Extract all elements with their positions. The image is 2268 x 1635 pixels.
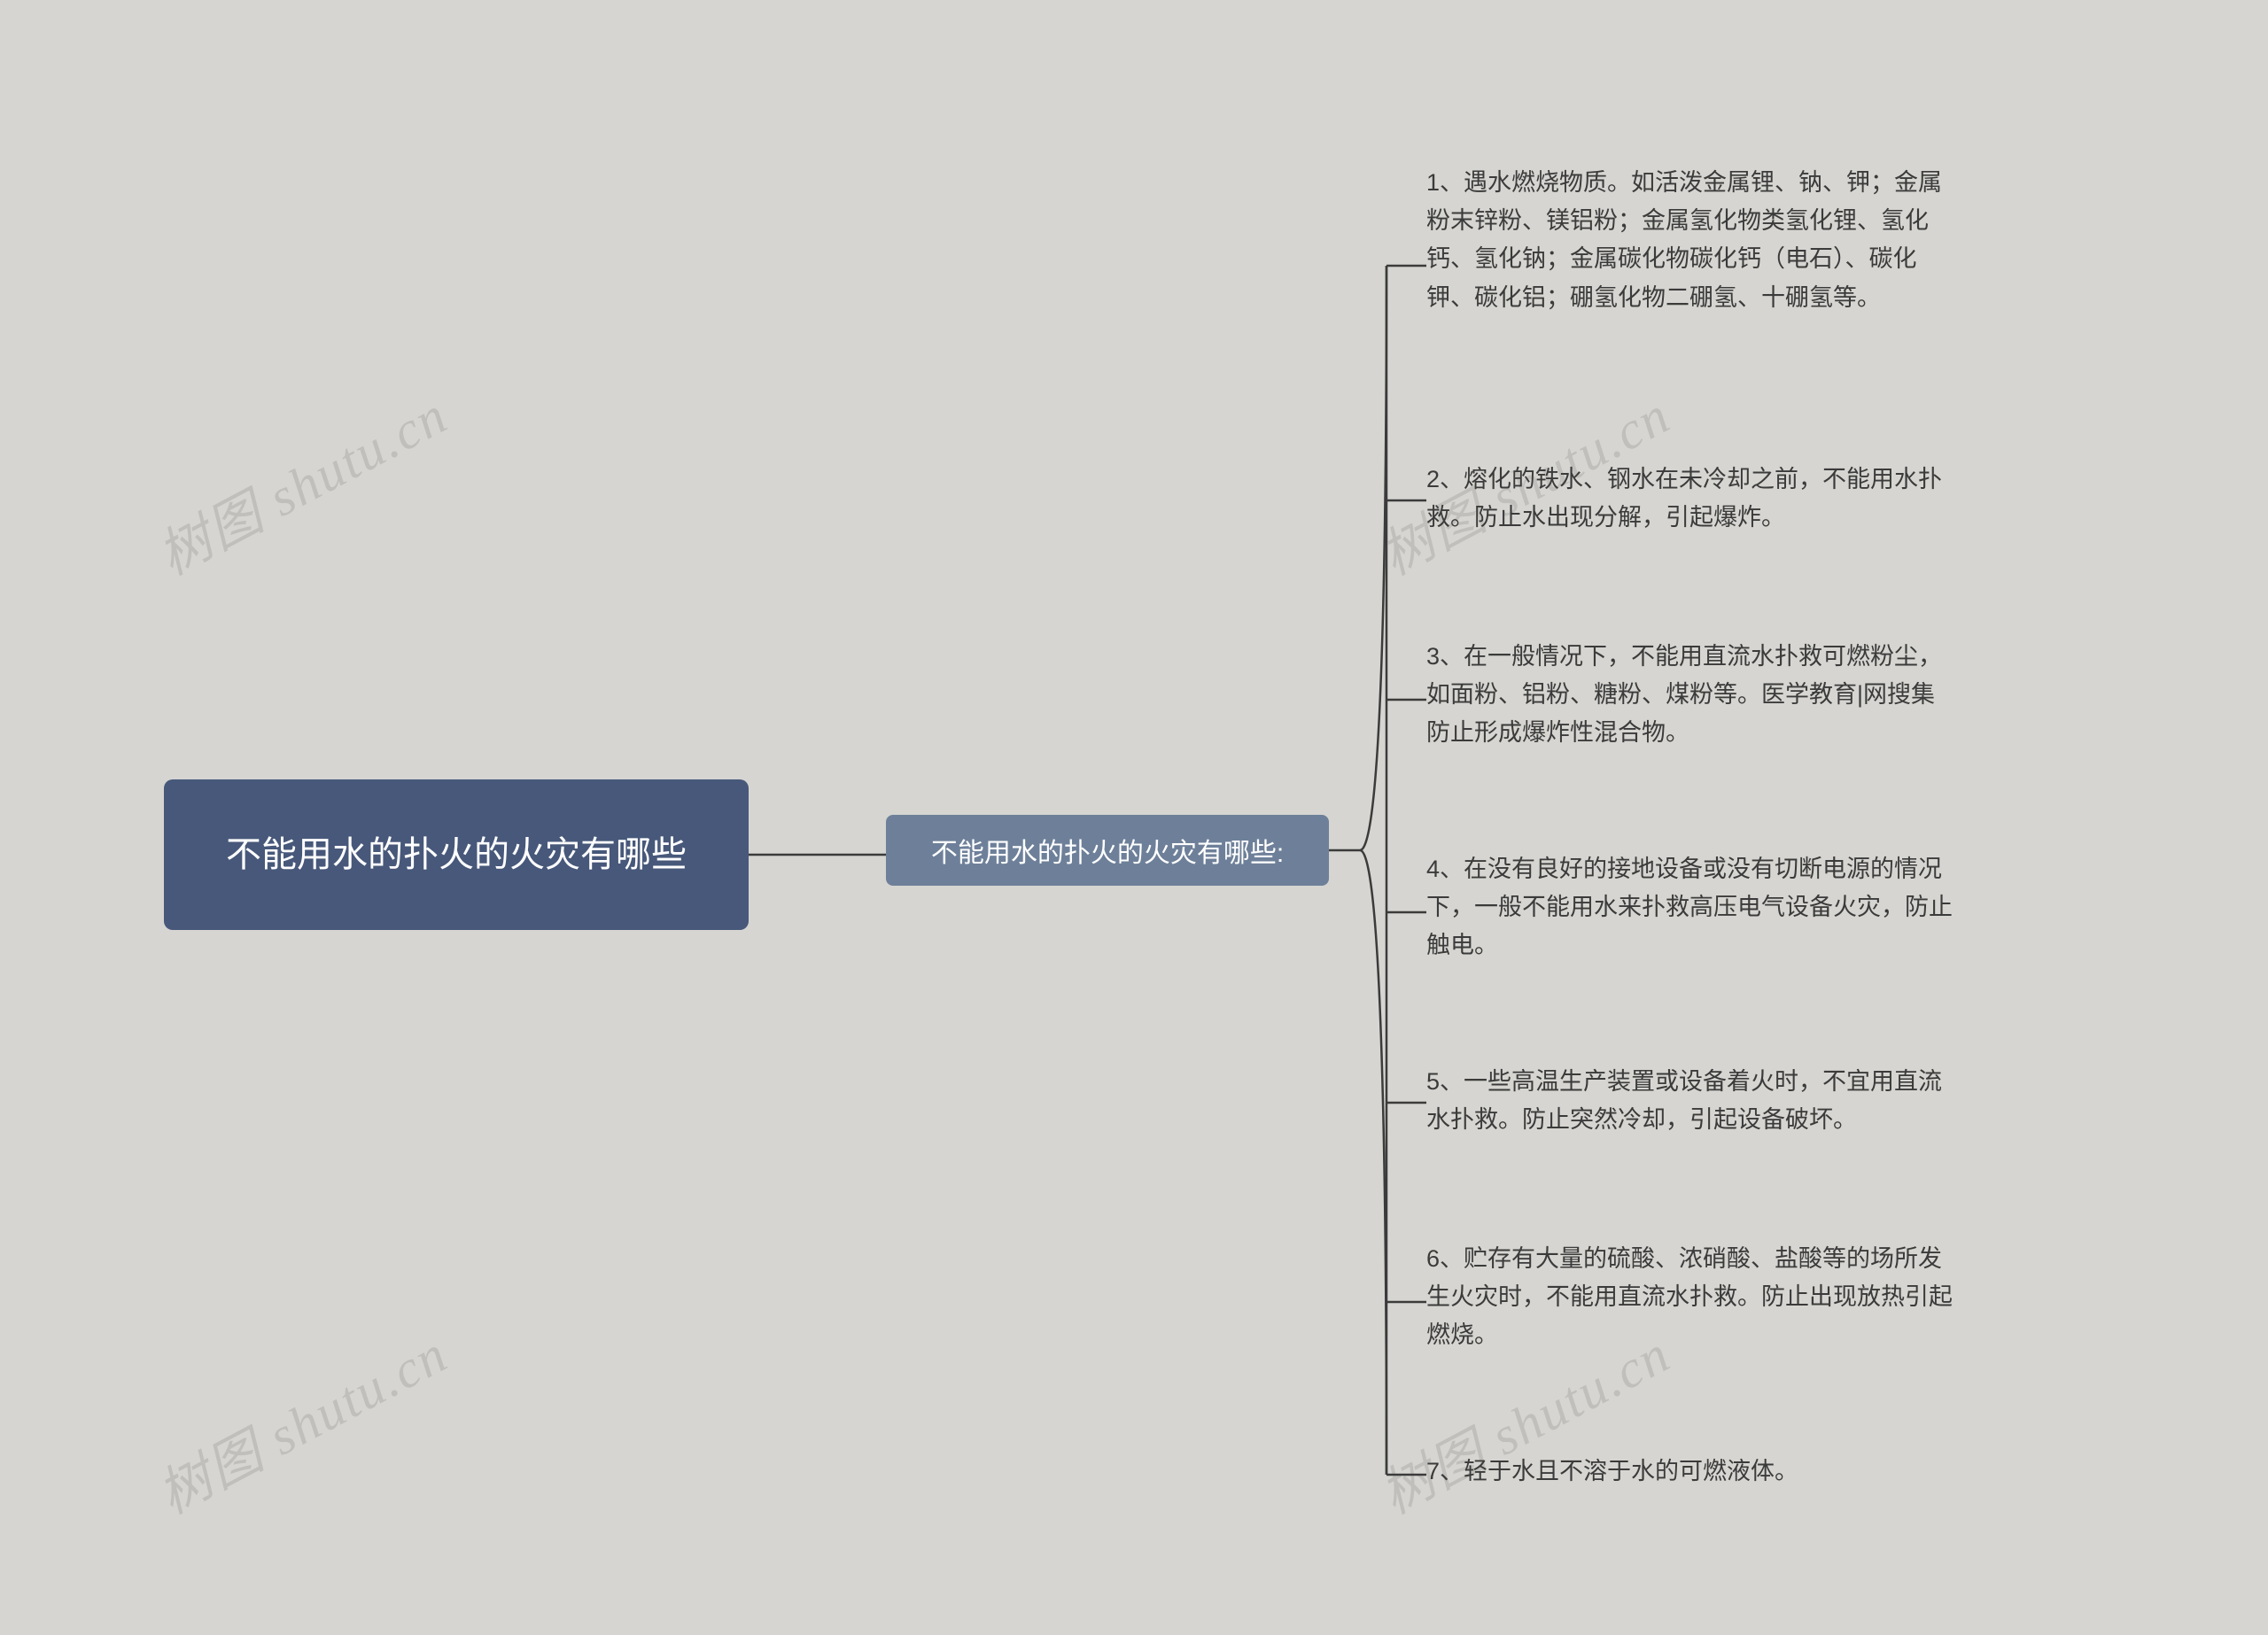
root-node-text: 不能用水的扑火的火灾有哪些 (226, 828, 687, 881)
leaf-text: 6、贮存有大量的硫酸、浓硝酸、盐酸等的场所发生火灾时，不能用直流水扑救。防止出现… (1426, 1240, 1958, 1355)
leaf-node-6: 6、贮存有大量的硫酸、浓硝酸、盐酸等的场所发生火灾时，不能用直流水扑救。防止出现… (1426, 1240, 1958, 1355)
leaf-node-4: 4、在没有良好的接地设备或没有切断电源的情况下，一般不能用水来扑救高压电气设备火… (1426, 850, 1958, 965)
watermark: 树图 shutu.cn (143, 1312, 460, 1529)
leaf-node-2: 2、熔化的铁水、钢水在未冷却之前，不能用水扑救。防止水出现分解，引起爆炸。 (1426, 461, 1958, 537)
leaf-text: 7、轻于水且不溶于水的可燃液体。 (1426, 1453, 1798, 1491)
watermark: 树图 shutu.cn (143, 373, 460, 590)
root-node: 不能用水的扑火的火灾有哪些 (164, 779, 749, 930)
leaf-text: 5、一些高温生产装置或设备着火时，不宜用直流水扑救。防止突然冷却，引起设备破坏。 (1426, 1063, 1958, 1139)
leaf-text: 3、在一般情况下，不能用直流水扑救可燃粉尘，如面粉、铝粉、糖粉、煤粉等。医学教育… (1426, 638, 1958, 753)
leaf-node-1: 1、遇水燃烧物质。如活泼金属锂、钠、钾；金属粉末锌粉、镁铝粉；金属氢化物类氢化锂… (1426, 164, 1958, 317)
leaf-node-7: 7、轻于水且不溶于水的可燃液体。 (1426, 1453, 1958, 1491)
sub-node: 不能用水的扑火的火灾有哪些: (886, 815, 1329, 886)
sub-node-text: 不能用水的扑火的火灾有哪些: (931, 831, 1284, 870)
leaf-text: 4、在没有良好的接地设备或没有切断电源的情况下，一般不能用水来扑救高压电气设备火… (1426, 850, 1958, 965)
leaf-text: 2、熔化的铁水、钢水在未冷却之前，不能用水扑救。防止水出现分解，引起爆炸。 (1426, 461, 1958, 537)
leaf-node-3: 3、在一般情况下，不能用直流水扑救可燃粉尘，如面粉、铝粉、糖粉、煤粉等。医学教育… (1426, 638, 1958, 753)
leaf-text: 1、遇水燃烧物质。如活泼金属锂、钠、钾；金属粉末锌粉、镁铝粉；金属氢化物类氢化锂… (1426, 164, 1958, 317)
leaf-node-5: 5、一些高温生产装置或设备着火时，不宜用直流水扑救。防止突然冷却，引起设备破坏。 (1426, 1063, 1958, 1139)
